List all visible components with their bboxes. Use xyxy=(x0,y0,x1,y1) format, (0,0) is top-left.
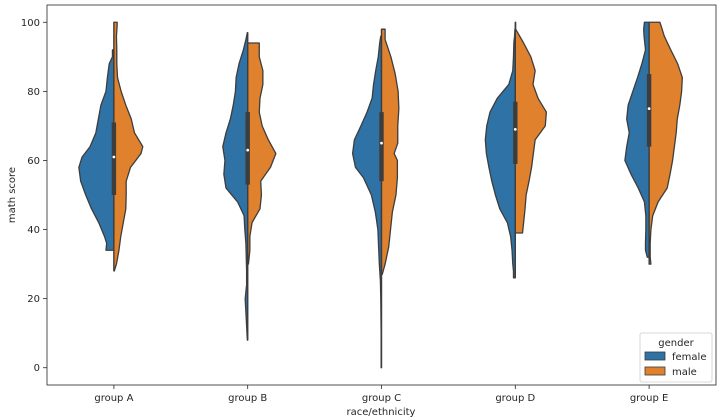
median-dot-group-B xyxy=(246,148,250,152)
inner-boxes xyxy=(111,22,652,368)
legend-title: gender xyxy=(658,338,694,349)
violin-female-group-B xyxy=(222,31,249,341)
y-tick-label-60: 60 xyxy=(27,156,40,167)
y-tick-label-100: 100 xyxy=(21,18,40,29)
legend-label-female: female xyxy=(672,352,706,363)
iqr-box-group-A xyxy=(111,122,117,195)
violin-female-group-E xyxy=(624,21,650,258)
violin-female-group-D xyxy=(484,28,516,279)
violin-male-group-C xyxy=(380,28,400,276)
x-tick-label-group-D: group D xyxy=(495,393,535,404)
iqr-box-group-C xyxy=(379,112,384,182)
x-tick-label-group-C: group C xyxy=(362,393,401,404)
violin-female-group-C xyxy=(351,35,383,369)
iqr-box-group-B xyxy=(245,112,250,185)
median-dot-group-C xyxy=(380,141,383,145)
y-tick-label-80: 80 xyxy=(27,87,40,98)
x-axis-title: race/ethnicity xyxy=(347,407,416,418)
iqr-box-group-D xyxy=(513,101,518,164)
median-dot-group-E xyxy=(647,107,651,111)
y-tick-label-20: 20 xyxy=(27,294,40,305)
legend-swatch-male xyxy=(644,366,666,376)
median-dot-group-A xyxy=(112,155,116,159)
x-tick-label-group-E: group E xyxy=(630,393,669,404)
legend-swatch-female xyxy=(644,351,666,361)
y-axis-title: math score xyxy=(7,167,18,223)
violin-male-group-B xyxy=(247,42,277,265)
legend-label-male: male xyxy=(672,367,697,378)
y-tick-label-40: 40 xyxy=(27,225,40,236)
x-tick-label-group-B: group B xyxy=(228,393,267,404)
violins xyxy=(78,21,683,369)
violin-male-group-A xyxy=(113,21,144,272)
y-axis: 0 20 40 60 80 100 xyxy=(21,18,47,374)
x-tick-label-group-A: group A xyxy=(94,393,133,404)
iqr-box-group-E xyxy=(646,74,652,147)
median-dot-group-D xyxy=(513,127,517,131)
y-tick-label-0: 0 xyxy=(34,363,40,374)
x-axis: group A group B group C group D group E xyxy=(94,385,668,404)
violin-female-group-A xyxy=(78,49,115,251)
violin-male-group-E xyxy=(648,21,683,265)
violin-male-group-D xyxy=(514,21,548,234)
legend: gender female male xyxy=(639,332,713,383)
